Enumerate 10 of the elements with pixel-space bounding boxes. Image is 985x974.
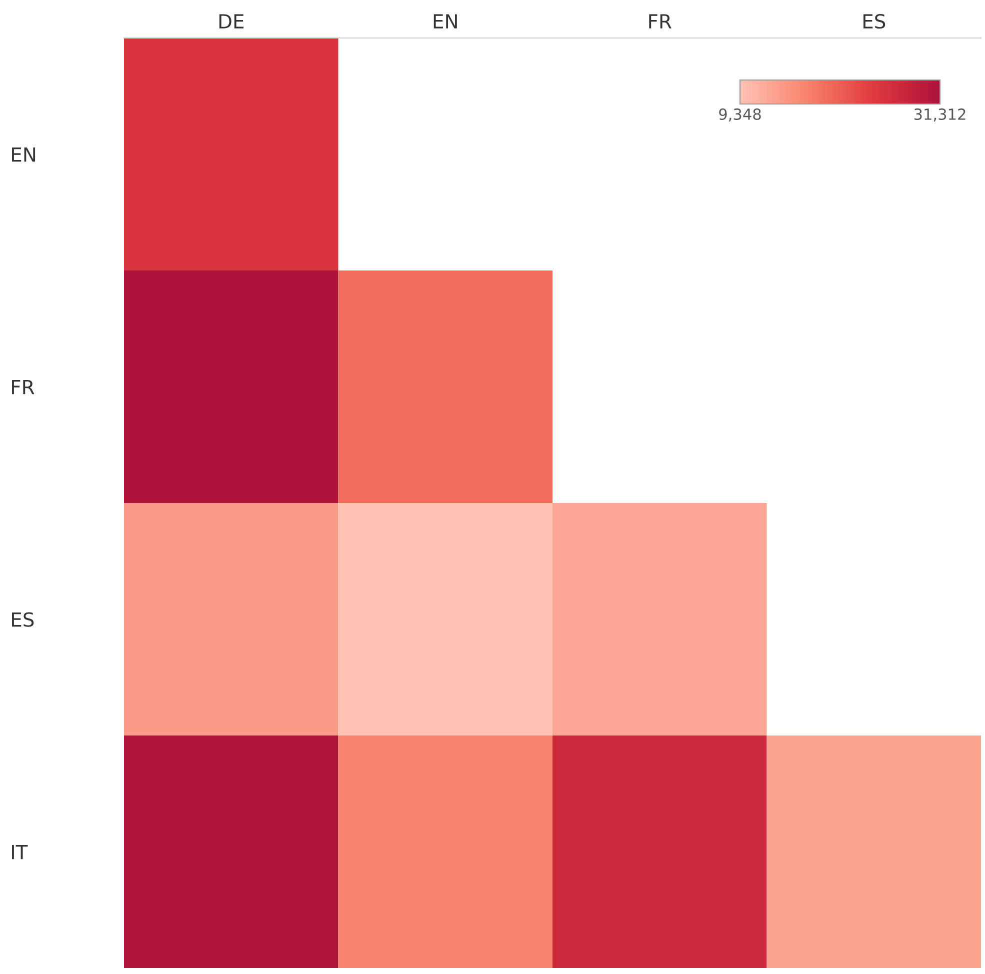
- y-tick-label: EN: [12, 147, 36, 162]
- color-bar-label: 9,348: [719, 108, 761, 122]
- x-tick-label: FR: [649, 14, 672, 28]
- y-tick-label: IT: [12, 844, 28, 860]
- x-tick-label: ES: [863, 14, 886, 29]
- x-tick-label: DE: [219, 14, 244, 28]
- color-bar-label: 31,312: [914, 108, 966, 122]
- x-tick-label: EN: [434, 14, 457, 28]
- y-tick-label: FR: [12, 380, 34, 394]
- y-tick-label: ES: [12, 612, 34, 627]
